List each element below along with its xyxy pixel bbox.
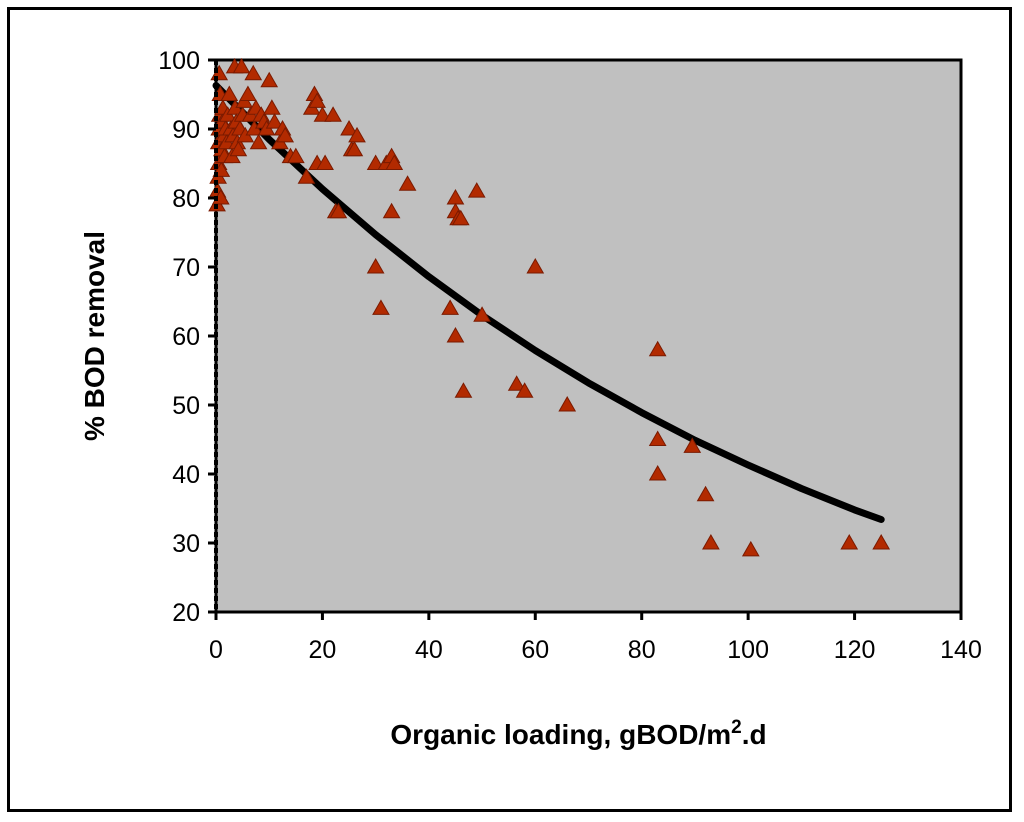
y-tick-label: 40 bbox=[172, 461, 200, 489]
data-point-marker bbox=[515, 382, 534, 398]
data-point-marker bbox=[316, 154, 334, 170]
x-axis-title-superscript: 2 bbox=[731, 717, 742, 738]
data-point-marker bbox=[558, 395, 577, 412]
data-point-marker bbox=[340, 119, 358, 136]
data-point-marker bbox=[648, 464, 667, 481]
y-tick-label: 70 bbox=[172, 254, 200, 282]
data-point-marker bbox=[526, 257, 545, 274]
plot-area bbox=[214, 58, 963, 614]
data-point-marker bbox=[220, 85, 239, 101]
x-tick-label: 0 bbox=[209, 636, 223, 664]
y-tick-label: 20 bbox=[172, 599, 200, 627]
data-point-marker bbox=[398, 175, 417, 191]
y-axis-title: % BOD removal bbox=[79, 231, 110, 441]
data-point-marker bbox=[249, 133, 268, 150]
data-point-marker bbox=[229, 140, 248, 157]
data-point-marker bbox=[372, 299, 390, 315]
x-tick-label: 100 bbox=[727, 636, 769, 664]
data-point-marker bbox=[265, 113, 284, 129]
data-point-marker bbox=[385, 154, 404, 170]
y-tick-label: 100 bbox=[158, 47, 200, 75]
data-point-marker bbox=[741, 540, 760, 557]
data-point-marker bbox=[366, 257, 385, 274]
data-point-marker bbox=[286, 147, 305, 164]
data-point-marker bbox=[683, 437, 702, 453]
data-point-marker bbox=[648, 340, 667, 357]
data-point-marker bbox=[382, 202, 401, 219]
fit-curve bbox=[212, 82, 885, 523]
data-point-marker bbox=[313, 106, 332, 122]
data-point-marker bbox=[366, 154, 385, 170]
data-point-marker bbox=[451, 209, 470, 226]
x-tick-label: 20 bbox=[309, 636, 337, 664]
x-tick-label: 40 bbox=[415, 636, 443, 664]
y-tick-label: 60 bbox=[172, 323, 200, 351]
x-tick-label: 120 bbox=[834, 636, 876, 664]
data-point-marker bbox=[308, 92, 326, 108]
x-axis-title-suffix: .d bbox=[742, 719, 767, 750]
data-point-marker bbox=[244, 64, 263, 81]
data-point-marker bbox=[232, 57, 251, 74]
data-point-marker bbox=[260, 71, 279, 88]
data-point-marker bbox=[648, 430, 667, 446]
data-point-marker bbox=[297, 168, 316, 184]
x-tick-label: 140 bbox=[940, 636, 982, 664]
data-point-marker bbox=[446, 326, 465, 343]
data-point-marker bbox=[702, 533, 720, 550]
x-axis-title: Organic loading, gBOD/m2.d bbox=[390, 717, 766, 750]
data-point-marker bbox=[507, 375, 526, 391]
data-point-marker bbox=[696, 485, 715, 502]
data-point-marker bbox=[454, 382, 473, 398]
data-point-marker bbox=[467, 182, 486, 198]
x-tick-label: 80 bbox=[628, 636, 656, 664]
y-tick-label: 50 bbox=[172, 392, 200, 420]
x-axis-title-main: Organic loading, gBOD/m bbox=[390, 719, 731, 750]
data-point-marker bbox=[872, 533, 891, 550]
y-tick-label: 90 bbox=[172, 116, 200, 144]
y-tick-label: 80 bbox=[172, 185, 200, 213]
data-point-marker bbox=[473, 306, 491, 322]
data-point-marker bbox=[840, 533, 859, 550]
data-point-marker bbox=[276, 126, 295, 143]
data-point-marker bbox=[348, 126, 366, 143]
data-point-marker bbox=[263, 99, 281, 115]
data-point-marker bbox=[329, 202, 348, 219]
data-point-marker bbox=[345, 140, 364, 157]
x-tick-label: 60 bbox=[521, 636, 549, 664]
data-point-marker bbox=[239, 85, 257, 101]
data-point-marker bbox=[324, 106, 342, 122]
data-point-marker bbox=[441, 299, 460, 315]
y-tick-label: 30 bbox=[172, 530, 200, 558]
